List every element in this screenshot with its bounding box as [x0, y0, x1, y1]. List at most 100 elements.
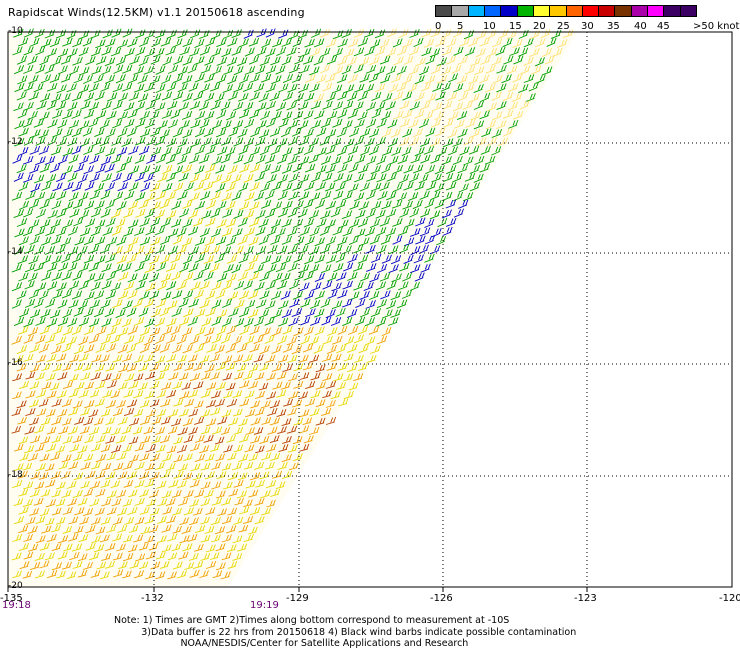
wind-barb [233, 66, 244, 76]
wind-barb [61, 343, 72, 353]
wind-barb [403, 181, 414, 191]
wind-barb [143, 83, 155, 93]
wind-barb [194, 489, 205, 498]
wind-barb [238, 201, 250, 211]
wind-barb [73, 472, 84, 481]
wind-barb [386, 300, 397, 310]
wind-barb [177, 155, 188, 165]
wind-barb [313, 56, 324, 66]
wind-barb [67, 407, 79, 416]
wind-barb [50, 219, 62, 229]
wind-barb [420, 263, 431, 273]
wind-barb [165, 498, 176, 507]
wind-barb [259, 290, 270, 300]
wind-barb [72, 38, 83, 48]
wind-barb [320, 47, 331, 58]
wind-barb [106, 452, 117, 461]
wind-barb [248, 364, 259, 372]
wind-barb [331, 282, 342, 292]
wind-barb [79, 516, 89, 525]
wind-barb [346, 308, 358, 318]
wind-barb [135, 208, 146, 218]
wind-barb [91, 65, 102, 75]
wind-barb [195, 525, 206, 534]
wind-barb [211, 299, 222, 309]
wind-barb [343, 100, 354, 110]
wind-barb [176, 335, 188, 345]
wind-barb [222, 372, 233, 381]
wind-barb [238, 453, 249, 463]
wind-barb [44, 552, 55, 561]
wind-barb [368, 325, 380, 335]
wind-barb [282, 363, 293, 373]
wind-barb [236, 343, 248, 353]
wind-barb [266, 226, 277, 237]
wind-barb [320, 155, 332, 165]
wind-barb [308, 264, 320, 274]
wind-barb [415, 57, 426, 67]
wind-barb [34, 245, 45, 255]
wind-barb [442, 226, 453, 236]
wind-barb [18, 381, 30, 390]
wind-barb [187, 316, 199, 326]
wind-barb [320, 264, 332, 274]
wind-barb [194, 453, 206, 463]
wind-barb [336, 344, 347, 354]
wind-barb [135, 118, 146, 128]
wind-barb [200, 481, 211, 490]
wind-barb [248, 526, 258, 535]
wind-barb [369, 290, 380, 300]
wind-barb [40, 219, 51, 229]
wind-barb [90, 570, 101, 578]
wind-barb [541, 47, 553, 58]
wind-barb [281, 255, 292, 265]
wind-barb [23, 64, 34, 74]
wind-barb [204, 525, 215, 534]
wind-barb [398, 281, 409, 291]
wind-barb [227, 291, 239, 301]
wind-barb [253, 317, 265, 327]
wind-barb [68, 119, 80, 129]
wind-barb [234, 299, 245, 309]
wind-barb [155, 65, 166, 75]
wind-barb [106, 490, 117, 499]
wind-barb [204, 327, 215, 337]
wind-barb [211, 481, 222, 490]
wind-barb [260, 73, 272, 83]
wind-barb [232, 335, 243, 346]
legend-label: 35 [607, 21, 620, 32]
wind-barb [379, 272, 391, 282]
wind-barb [368, 73, 379, 83]
wind-barb [215, 183, 226, 193]
wind-barb [60, 73, 72, 83]
wind-barb [507, 101, 519, 111]
wind-barb [17, 416, 27, 425]
wind-barb [126, 471, 137, 480]
wind-barb [11, 299, 22, 309]
wind-barb [441, 46, 453, 56]
wind-barb [342, 298, 353, 308]
wind-barb [452, 102, 464, 112]
wind-barb [46, 390, 57, 399]
wind-barb [34, 552, 45, 562]
wind-barb [138, 200, 149, 209]
wind-barb [424, 199, 435, 209]
wind-barb [300, 335, 311, 345]
wind-barb [166, 445, 177, 454]
wind-barb [104, 308, 115, 318]
wind-barb [101, 426, 112, 435]
wind-barb [308, 210, 320, 220]
wind-barb [79, 120, 90, 130]
wind-barb [271, 363, 283, 372]
wind-barb [145, 100, 156, 110]
wind-barb [194, 165, 205, 175]
wind-barb [39, 111, 50, 121]
wind-barb [67, 172, 78, 182]
wind-barb [29, 145, 41, 155]
wind-barb [41, 271, 52, 281]
wind-barb [473, 120, 485, 130]
wind-barb [243, 461, 254, 470]
wind-barb [128, 182, 139, 192]
wind-barb [223, 444, 233, 453]
wind-barb [430, 190, 441, 201]
